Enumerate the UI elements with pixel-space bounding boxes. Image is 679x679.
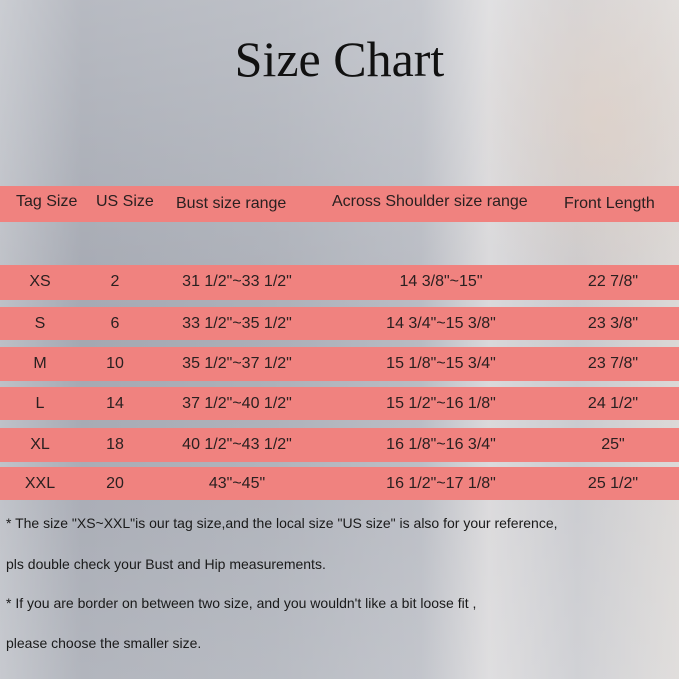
cell-bust: 31 1/2"~33 1/2" [182,273,292,290]
note-2: pls double check your Bust and Hip measu… [6,556,326,572]
cell-front-length: 24 1/2" [587,395,639,412]
header-tag-size: Tag Size [16,193,78,210]
table-row: XS 2 31 1/2"~33 1/2" 14 3/8"~15" 22 7/8" [0,265,679,300]
note-4: please choose the smaller size. [6,635,202,651]
table-row: XXL 20 43"~45" 16 1/2"~17 1/8" 25 1/2" [0,467,679,500]
cell-tag-size: M [33,355,47,372]
header-shoulder: Across Shoulder size range [332,193,528,210]
cell-tag-size: L [35,395,45,412]
cell-front-length: 23 7/8" [587,355,639,372]
table-row: S 6 33 1/2"~35 1/2" 14 3/4"~15 3/8" 23 3/8" [0,307,679,340]
cell-shoulder: 15 1/2"~16 1/8" [386,395,496,412]
cell-bust: 33 1/2"~35 1/2" [182,315,292,332]
cell-shoulder: 14 3/4"~15 3/8" [386,315,496,332]
header-front-length: Front Length [564,195,655,212]
cell-front-length: 25" [601,436,625,453]
cell-bust: 37 1/2"~40 1/2" [182,395,292,412]
cell-us-size: 20 [106,475,124,492]
cell-tag-size: XXL [24,475,56,492]
cell-bust: 43"~45" [208,475,266,492]
cell-us-size: 6 [110,315,120,332]
table-row: L 14 37 1/2"~40 1/2" 15 1/2"~16 1/8" 24 1/2" [0,387,679,420]
table-row: XL 18 40 1/2"~43 1/2" 16 1/8"~16 3/4" 25" [0,428,679,462]
cell-shoulder: 16 1/2"~17 1/8" [386,475,496,492]
cell-bust: 35 1/2"~37 1/2" [182,355,292,372]
cell-shoulder: 14 3/8"~15" [399,273,483,290]
cell-tag-size: XS [29,273,51,290]
cell-bust: 40 1/2"~43 1/2" [182,436,292,453]
cell-us-size: 18 [106,436,124,453]
page-title: Size Chart [234,31,445,87]
cell-front-length: 23 3/8" [587,315,639,332]
header-band: Tag Size US Size Bust size range Across … [0,186,679,222]
cell-us-size: 2 [110,273,120,290]
table-row: M 10 35 1/2"~37 1/2" 15 1/8"~15 3/4" 23 7/8" [0,347,679,381]
note-1: * The size "XS~XXL"is our tag size,and t… [6,515,558,531]
note-3: * If you are border on between two size,… [6,595,477,611]
cell-front-length: 25 1/2" [587,475,639,492]
cell-shoulder: 15 1/8"~15 3/4" [386,355,496,372]
cell-shoulder: 16 1/8"~16 3/4" [386,436,496,453]
cell-us-size: 10 [106,355,124,372]
cell-us-size: 14 [106,395,124,412]
header-us-size: US Size [96,193,154,210]
cell-front-length: 22 7/8" [587,273,639,290]
cell-tag-size: XL [30,436,50,453]
cell-tag-size: S [34,315,46,332]
header-bust: Bust size range [176,195,287,212]
